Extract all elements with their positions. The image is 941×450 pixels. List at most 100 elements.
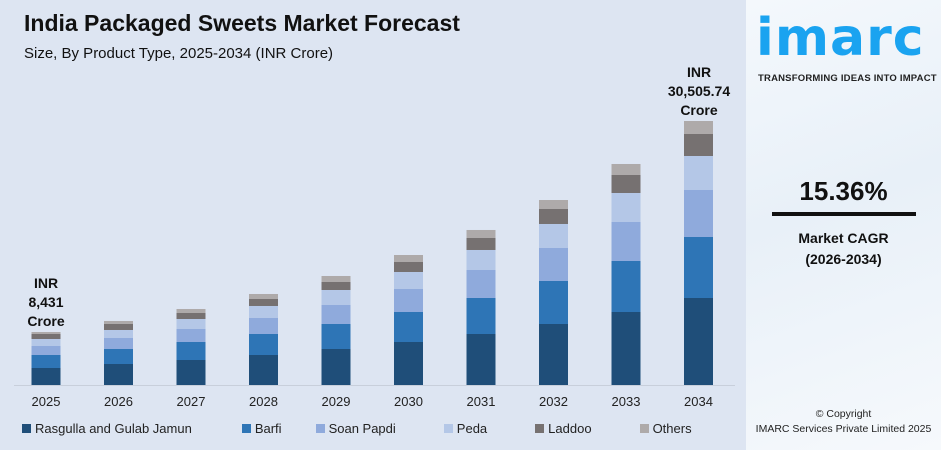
bar-segment-2030-others [394,254,423,262]
company-name: IMARC Services Private Limited 2025 [755,423,932,435]
bar-segment-2034-rasgulla-and-gulab-jamun [684,298,713,385]
x-tick-label: 2033 [612,394,641,409]
bar-segment-2025-laddoo [31,334,61,340]
bar-segment-2025-rasgulla-and-gulab-jamun [31,368,61,385]
bar-segment-2027-laddoo [176,312,206,319]
annotation-currency: INR [33,275,59,291]
annotation-2025: INR 8,431 Crore [14,274,78,331]
bar-segment-2025-barfi [31,354,61,369]
legend-item: Barfi [241,421,282,436]
annotation-value: 30,505.74 [667,83,731,99]
bar-segment-2029-laddoo [321,281,351,290]
legend-label: Barfi [254,421,282,436]
bar-segment-2026-laddoo [104,323,133,330]
bar-segment-2032-others [539,199,568,209]
bar-segment-2030-rasgulla-and-gulab-jamun [394,341,423,385]
annotation-unit: Crore [27,313,65,329]
bar-segment-2027-peda [176,318,206,329]
bar-segment-2030-barfi [394,311,423,342]
bar-segment-2029-others [321,275,351,282]
legend-label: Laddoo [548,421,592,436]
bar-segment-2032-barfi [539,280,568,324]
x-tick-label: 2032 [539,394,568,409]
x-tick-label: 2025 [32,394,61,409]
bar-segment-2031-soan-papdi [466,269,496,298]
bar-segment-2028-rasgulla-and-gulab-jamun [249,354,278,385]
legend-item: Rasgulla and Gulab Jamun [22,421,192,436]
bar-segment-2033-others [611,163,641,175]
chart-area: India Packaged Sweets Market Forecast Si… [14,10,735,436]
cagr-label-block: Market CAGR (2026-2034) [746,228,941,270]
bar-segment-2033-peda [611,192,641,222]
bar-segment-2031-laddoo [466,237,496,250]
bar-segment-2032-laddoo [539,208,568,224]
bar-segment-2029-peda [321,289,351,305]
legend-swatch [22,424,31,433]
annotation-value: 8,431 [28,294,64,310]
bar-segment-2028-peda [249,305,278,318]
bar-segment-2033-rasgulla-and-gulab-jamun [611,311,641,385]
legend-swatch [315,424,325,433]
bar-segment-2026-barfi [104,348,133,364]
legend-label: Soan Papdi [328,421,396,436]
bar-segment-2029-soan-papdi [321,304,351,324]
divider [772,212,916,216]
bar-segment-2026-rasgulla-and-gulab-jamun [104,363,133,385]
bar-segment-2031-others [466,229,496,238]
bar-segment-2031-peda [466,249,496,270]
stacked-bar-chart: 2025 2026 2027 2028 2029 2030 2031 2032 2033 2034 [14,121,735,409]
bar-segment-2030-laddoo [394,261,423,272]
bar-segment-2030-peda [394,271,423,289]
bar-segment-2033-laddoo [611,174,641,193]
annotation-unit: Crore [680,102,718,118]
legend-item: Soan Papdi [315,421,396,436]
bar-segment-2029-rasgulla-and-gulab-jamun [321,348,351,385]
bar-segment-2028-others [249,293,278,299]
legend-swatch [241,424,251,433]
x-tick-label: 2030 [394,394,423,409]
bar-segment-2027-soan-papdi [176,328,206,342]
legend-label: Others [652,421,692,436]
x-tick-label: 2034 [684,394,713,409]
chart-legend: Rasgulla and Gulab Jamun Barfi Soan Papdi P… [22,421,692,436]
legend-item: Laddoo [535,421,592,436]
bar-segment-2027-barfi [176,341,206,360]
legend-swatch [443,424,453,433]
bar-segment-2029-barfi [321,323,351,349]
bar-segment-2026-soan-papdi [104,337,133,349]
sidebar-panel: imarc TRANSFORMING IDEAS INTO IMPACT 15.… [746,0,941,450]
x-tick-label: 2028 [249,394,278,409]
x-tick-label: 2026 [104,394,133,409]
bar-segment-2027-others [176,308,206,313]
legend-swatch [535,424,545,433]
bar-segment-2032-soan-papdi [539,247,568,281]
bar-segment-2034-others [684,121,713,135]
legend-swatch [639,424,649,433]
cagr-period: (2026-2034) [805,251,882,267]
bar-segment-2025-soan-papdi [31,346,61,355]
bar-segment-2033-barfi [611,260,641,312]
copyright-block: © Copyright IMARC Services Private Limit… [746,407,941,437]
logo-text: imarc [756,8,925,68]
bar-segment-2026-others [104,320,133,324]
bar-segment-2034-barfi [684,236,713,299]
imarc-logo: imarc [756,8,925,68]
x-tick-label: 2027 [177,394,206,409]
cagr-value: 15.36% [799,176,888,206]
x-tick-label: 2029 [322,394,351,409]
annotation-currency: INR [686,64,712,80]
bar-segment-2034-peda [684,156,713,190]
bar-segment-2025-peda [31,339,61,347]
bar-segment-2034-laddoo [684,134,713,157]
x-tick-label: 2031 [467,394,496,409]
bar-segment-2032-rasgulla-and-gulab-jamun [539,323,568,385]
bar-segment-2028-soan-papdi [249,317,278,334]
chart-subtitle: Size, By Product Type, 2025-2034 (INR Cr… [24,45,334,62]
chart-title: India Packaged Sweets Market Forecast [24,10,460,36]
bar-segment-2025-others [31,332,61,335]
tagline: TRANSFORMING IDEAS INTO IMPACT [758,73,937,84]
bar-segment-2031-barfi [466,297,496,334]
bar-segment-2031-rasgulla-and-gulab-jamun [466,333,496,385]
legend-label: Rasgulla and Gulab Jamun [35,421,192,436]
legend-item: Others [639,421,692,436]
